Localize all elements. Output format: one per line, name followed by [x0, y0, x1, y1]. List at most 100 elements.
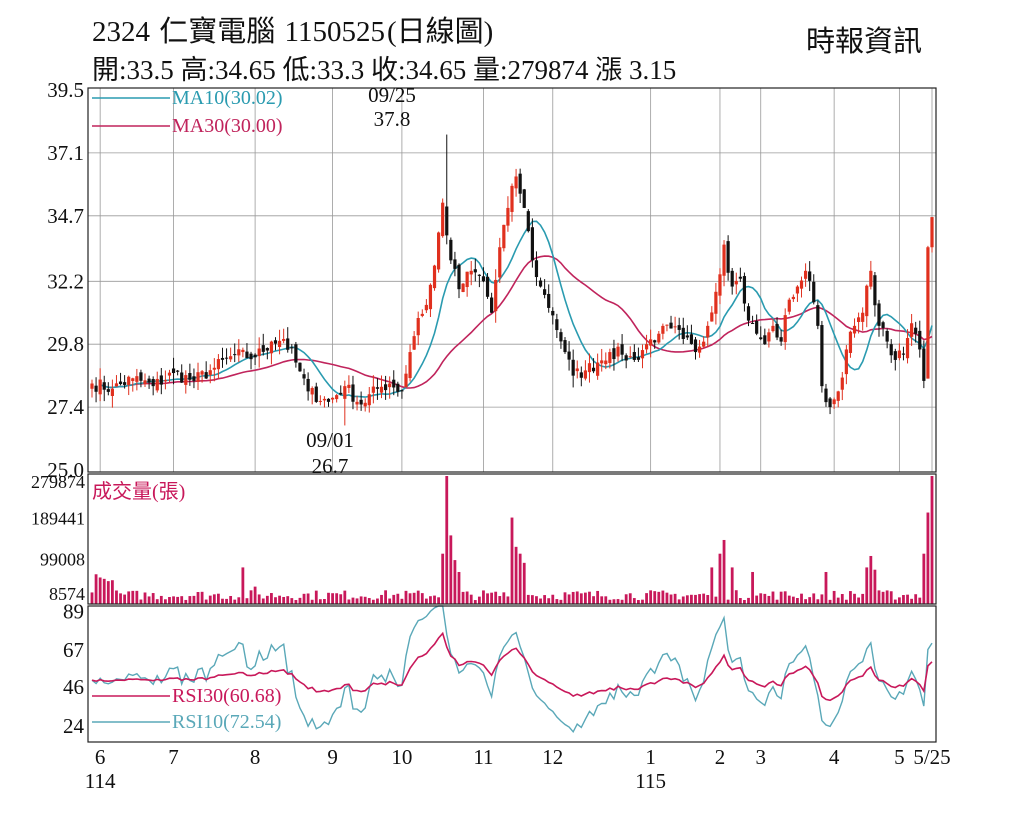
volume-bar [445, 476, 449, 604]
volume-bar [816, 599, 820, 604]
volume-bar [649, 590, 653, 604]
chart-header-title: 2324 仁寶電腦 1150525(日線圖) [92, 8, 495, 50]
volume-bar [441, 553, 445, 604]
rsi-lines [91, 605, 933, 734]
volume-bar [612, 599, 616, 604]
volume-bar [820, 594, 824, 604]
volume-bar [347, 599, 351, 604]
candle-body [608, 352, 612, 363]
volume-bar [477, 596, 481, 604]
candle-body [477, 274, 481, 276]
volume-bar [98, 577, 102, 604]
candle-body [755, 320, 759, 334]
volume-bar [420, 593, 424, 604]
volume-bar [367, 598, 371, 604]
volume-bar [310, 599, 314, 604]
volume-bar [897, 597, 901, 604]
x-year-label: 115 [635, 769, 666, 793]
candle-body [559, 332, 563, 342]
candle-body [628, 356, 632, 358]
candle-body [693, 339, 698, 353]
candle-body [596, 362, 600, 376]
candle-body [771, 325, 775, 332]
candle-body [131, 378, 135, 382]
candle-body [322, 398, 327, 401]
candle-body [889, 344, 893, 356]
volume-bar [836, 597, 840, 604]
volume-bar [449, 535, 453, 604]
candle-body [265, 348, 269, 351]
candle-body [286, 338, 290, 350]
candle-body [449, 239, 453, 261]
candle-body [787, 299, 791, 312]
volume-bar [261, 598, 265, 604]
candle-body [335, 395, 339, 400]
candle-body [783, 315, 787, 343]
x-month-label: 11 [473, 745, 493, 769]
candle-body [351, 384, 355, 402]
legend-rsi10: RSI10(72.54) [172, 711, 281, 733]
x-month-label: 3 [755, 745, 766, 769]
candle-body [294, 344, 298, 363]
volume-bar [804, 599, 807, 604]
volume-bar [714, 596, 718, 604]
candle-body [318, 400, 322, 402]
legend-rsi30: RSI30(60.68) [172, 685, 281, 707]
candle-body [249, 353, 253, 360]
candle-body [799, 280, 804, 289]
chart-kind: (日線圖) [386, 16, 494, 48]
candle-body [396, 383, 400, 392]
candle-body [865, 285, 869, 317]
volume-bar [416, 590, 420, 604]
volume-bar [188, 596, 192, 604]
candle-body [543, 289, 547, 295]
volume-bar [559, 599, 563, 604]
volume-bar [616, 599, 620, 604]
volume-bar [212, 594, 216, 604]
candle-body [192, 376, 196, 381]
candle-body [726, 241, 730, 273]
candle-body [432, 265, 437, 289]
volume-bar [857, 597, 861, 604]
candle-body [742, 276, 747, 304]
price-panel-frame [87, 87, 937, 473]
candle-body [718, 274, 722, 296]
volume-bar [237, 597, 241, 604]
volume-bar [673, 593, 677, 604]
candle-body [881, 322, 885, 328]
candle-body [746, 306, 751, 321]
volume-bar [596, 590, 600, 604]
volume-bar [743, 599, 746, 604]
volume-bar [494, 591, 498, 604]
volume-bar [286, 596, 290, 604]
volume-bar [457, 571, 461, 604]
candle-body [90, 383, 94, 389]
volume-bar [119, 593, 122, 604]
price-tick-label: 37.1 [47, 141, 84, 165]
candle-body [363, 402, 367, 407]
volume-bar [844, 599, 848, 604]
volume-bar [710, 567, 714, 604]
candle-body [714, 291, 718, 314]
volume-bar [331, 593, 334, 604]
candle-body [229, 356, 233, 360]
volume-bar [632, 598, 636, 604]
volume-bar [567, 594, 571, 604]
x-month-label: 5/25 [913, 745, 950, 769]
candle-body [730, 270, 734, 287]
price-tick-label: 29.8 [47, 332, 84, 356]
volume-bar [840, 594, 844, 604]
candle-body [208, 370, 212, 375]
volume-bar [530, 595, 534, 604]
volume-bar [233, 599, 237, 604]
candle-body [506, 207, 510, 226]
volume-bar [482, 590, 485, 604]
candle-body [547, 293, 551, 308]
x-month-label: 6 [95, 745, 106, 769]
candle-body [233, 354, 237, 356]
volume-bar [800, 593, 803, 604]
candle-body [816, 305, 820, 326]
volume-bar [592, 596, 595, 604]
candle-body [616, 346, 620, 357]
volume-bar [302, 593, 306, 604]
